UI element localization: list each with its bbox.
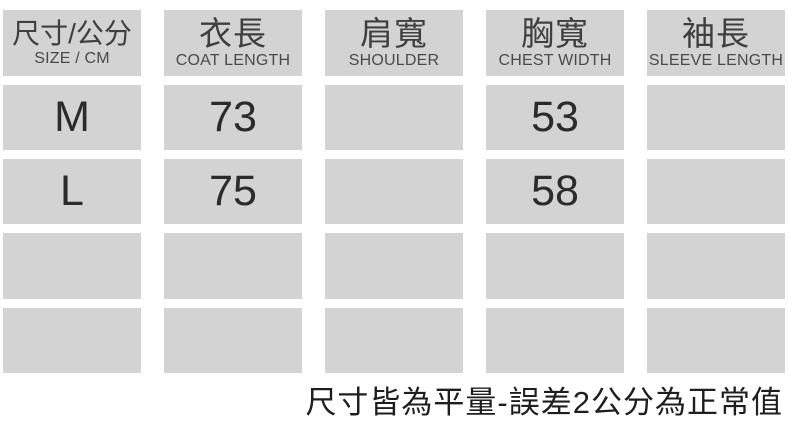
cell-row-4-coat-length — [164, 308, 302, 373]
column-header-chest-width-en: CHEST WIDTH — [498, 52, 612, 69]
cell-row-3-size — [3, 233, 141, 299]
cell-row-3-shoulder — [325, 233, 463, 299]
value-row-l-chest-width: 58 — [531, 167, 579, 215]
size-chart-table: 尺寸/公分 SIZE / CM 衣長 COAT LENGTH 肩寬 SHOULD… — [3, 10, 785, 373]
cell-row-l-shoulder — [325, 159, 463, 224]
cell-row-4-sleeve-length — [647, 308, 785, 373]
cell-row-4-shoulder — [325, 308, 463, 373]
cell-row-m-chest-width: 53 — [486, 85, 624, 150]
value-row-l-size: L — [60, 167, 84, 215]
cell-row-3-sleeve-length — [647, 233, 785, 299]
measurement-tolerance-note: 尺寸皆為平量-誤差2公分為正常值 — [305, 385, 783, 420]
column-header-sleeve-length: 袖長 SLEEVE LENGTH — [647, 10, 785, 76]
column-header-sleeve-length-zh: 袖長 — [682, 15, 750, 52]
cell-row-l-chest-width: 58 — [486, 159, 624, 224]
cell-row-3-coat-length — [164, 233, 302, 299]
column-header-size-en: SIZE / CM — [34, 49, 110, 67]
column-header-sleeve-length-en: SLEEVE LENGTH — [648, 52, 784, 69]
cell-row-3-chest-width — [486, 233, 624, 299]
cell-row-l-coat-length: 75 — [164, 159, 302, 224]
value-row-l-coat-length: 75 — [209, 167, 257, 215]
value-row-m-size: M — [54, 93, 90, 141]
cell-row-m-sleeve-length — [647, 85, 785, 150]
value-row-m-chest-width: 53 — [531, 93, 579, 141]
column-header-coat-length: 衣長 COAT LENGTH — [164, 10, 302, 76]
cell-row-l-sleeve-length — [647, 159, 785, 224]
column-header-shoulder-en: SHOULDER — [348, 52, 440, 69]
column-header-shoulder-zh: 肩寬 — [360, 15, 428, 52]
cell-row-4-chest-width — [486, 308, 624, 373]
cell-row-l-size: L — [3, 159, 141, 224]
column-header-size-zh: 尺寸/公分 — [12, 17, 132, 49]
column-header-size: 尺寸/公分 SIZE / CM — [3, 10, 141, 76]
cell-row-4-size — [3, 308, 141, 373]
cell-row-m-shoulder — [325, 85, 463, 150]
column-header-chest-width-zh: 胸寬 — [521, 15, 589, 52]
column-header-coat-length-zh: 衣長 — [199, 15, 267, 52]
cell-row-m-coat-length: 73 — [164, 85, 302, 150]
cell-row-m-size: M — [3, 85, 141, 150]
column-header-shoulder: 肩寬 SHOULDER — [325, 10, 463, 76]
column-header-chest-width: 胸寬 CHEST WIDTH — [486, 10, 624, 76]
column-header-coat-length-en: COAT LENGTH — [175, 52, 291, 69]
value-row-m-coat-length: 73 — [209, 93, 257, 141]
